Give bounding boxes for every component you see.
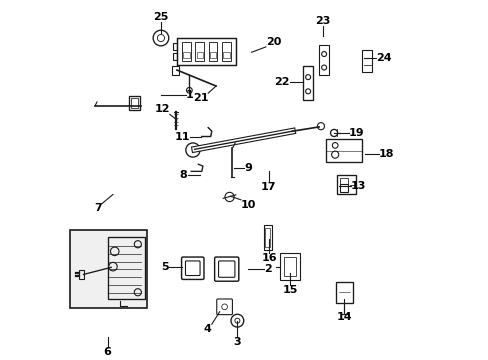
Bar: [339, 179, 347, 184]
Bar: [172, 42, 177, 50]
Bar: [223, 52, 229, 58]
Text: 25: 25: [153, 12, 168, 22]
Bar: [70, 230, 146, 308]
Bar: [196, 52, 203, 58]
Bar: [264, 225, 271, 249]
Text: 24: 24: [375, 53, 391, 63]
Text: 19: 19: [348, 128, 364, 138]
Text: 17: 17: [261, 182, 276, 192]
Bar: [182, 42, 191, 61]
Circle shape: [317, 123, 324, 130]
Text: 9: 9: [244, 163, 252, 173]
Bar: [129, 96, 140, 110]
Text: 3: 3: [233, 337, 241, 347]
Text: 8: 8: [180, 170, 187, 180]
Text: 12: 12: [154, 104, 169, 114]
Bar: [339, 184, 347, 192]
Bar: [208, 42, 217, 61]
Bar: [265, 228, 270, 247]
Bar: [335, 282, 352, 303]
Bar: [177, 38, 235, 65]
Text: 15: 15: [282, 285, 297, 295]
Bar: [107, 237, 144, 300]
Bar: [325, 139, 361, 162]
Text: 18: 18: [378, 149, 394, 158]
Text: 21: 21: [192, 93, 208, 103]
Text: 2: 2: [264, 264, 271, 274]
Text: 10: 10: [241, 200, 256, 210]
Bar: [336, 175, 356, 194]
Text: 14: 14: [336, 312, 351, 322]
Bar: [195, 42, 204, 61]
Bar: [131, 98, 138, 108]
Text: 20: 20: [265, 37, 281, 47]
Text: 23: 23: [314, 15, 330, 26]
Text: 13: 13: [350, 181, 366, 190]
Bar: [361, 50, 372, 72]
Bar: [283, 257, 295, 276]
Bar: [319, 45, 328, 75]
Bar: [183, 52, 190, 58]
Bar: [171, 67, 178, 75]
Bar: [280, 253, 299, 280]
Circle shape: [330, 129, 337, 136]
Bar: [221, 42, 230, 61]
Text: 7: 7: [94, 203, 102, 213]
Bar: [209, 52, 216, 58]
Bar: [79, 270, 84, 279]
Text: 22: 22: [274, 77, 289, 87]
Text: 11: 11: [175, 131, 190, 141]
Text: 6: 6: [103, 347, 111, 357]
Text: 5: 5: [161, 262, 169, 273]
Text: 16: 16: [261, 253, 277, 263]
Bar: [303, 67, 312, 100]
Bar: [172, 53, 177, 60]
Text: 1: 1: [185, 90, 193, 100]
Circle shape: [185, 143, 200, 157]
Text: 4: 4: [203, 324, 211, 334]
